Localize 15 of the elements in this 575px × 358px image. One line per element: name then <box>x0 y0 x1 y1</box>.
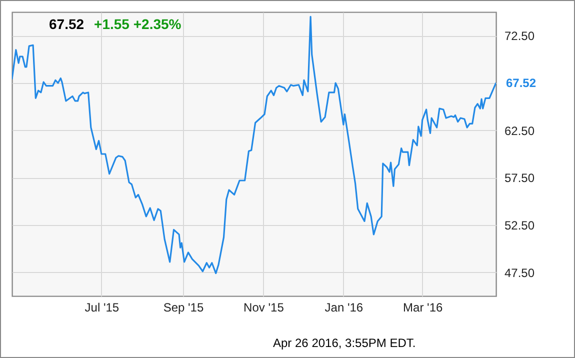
text: Apr 26 2016, 3:55PM EDT. <box>273 336 416 350</box>
y-tick-label: 62.50 <box>504 124 535 138</box>
chart-title: 67.52 <box>49 16 84 32</box>
x-tick-label: Jan '16 <box>324 300 364 314</box>
x-tick-label: Mar '16 <box>403 300 443 314</box>
y-tick-label: 72.50 <box>504 29 535 44</box>
x-tick-label: Sep '15 <box>163 300 204 314</box>
annotation: 67.52 <box>506 76 536 90</box>
x-tick-label: Jul '15 <box>84 300 120 314</box>
y-tick-label: 57.50 <box>504 171 535 186</box>
x-tick-label: Nov '15 <box>244 300 284 314</box>
chart-subtitle: +1.55 +2.35% <box>94 16 182 32</box>
y-tick-label: 52.50 <box>504 218 535 232</box>
y-tick-label: 47.50 <box>504 266 535 280</box>
line-series <box>12 16 496 274</box>
